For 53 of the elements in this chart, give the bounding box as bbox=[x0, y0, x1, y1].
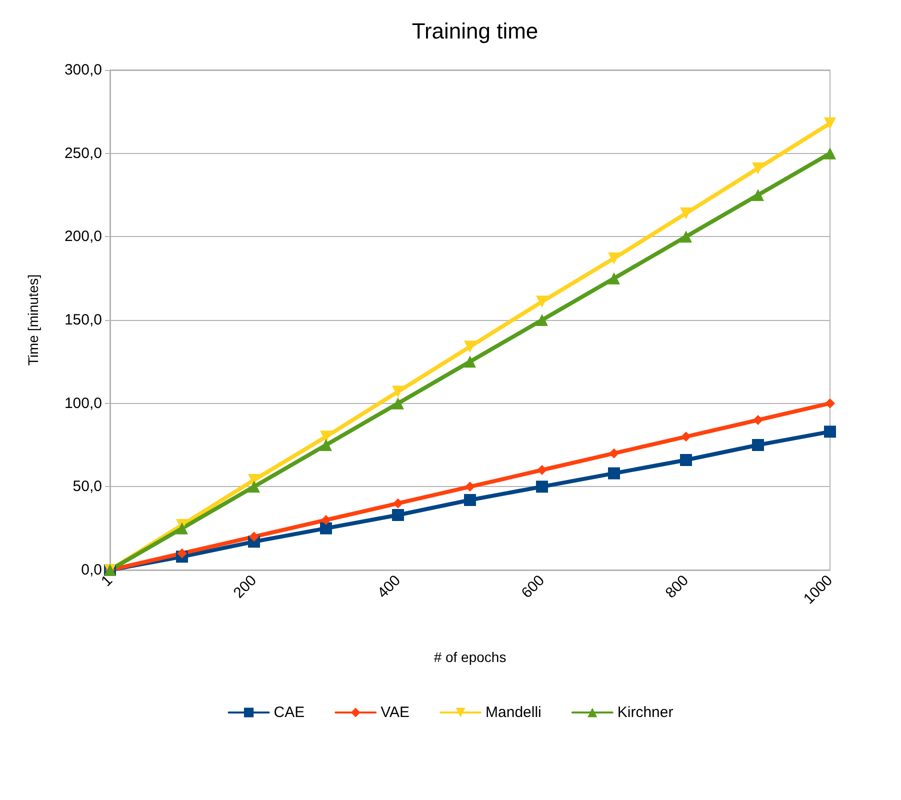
point bbox=[392, 397, 404, 410]
point bbox=[824, 147, 836, 160]
x-tick-label: 200 bbox=[230, 572, 260, 602]
point bbox=[824, 426, 836, 438]
point bbox=[536, 314, 548, 326]
point bbox=[249, 532, 259, 542]
point bbox=[393, 498, 403, 508]
point bbox=[609, 448, 619, 458]
point bbox=[753, 415, 763, 425]
x-tick-label: 800 bbox=[662, 572, 692, 602]
y-tick-label: 100,0 bbox=[64, 394, 102, 412]
point bbox=[752, 162, 764, 174]
point bbox=[320, 522, 332, 534]
y-tick-label: 0,0 bbox=[81, 562, 102, 578]
y-tick-label: 250,0 bbox=[64, 144, 102, 162]
chart-title: Training time bbox=[412, 18, 538, 44]
point bbox=[680, 207, 692, 220]
y-axis-title: Time [minutes] bbox=[25, 274, 41, 366]
point bbox=[681, 432, 691, 442]
point bbox=[464, 356, 476, 368]
point bbox=[752, 439, 764, 451]
point bbox=[536, 296, 548, 308]
point bbox=[824, 117, 836, 130]
x-tick-label: 400 bbox=[374, 572, 404, 602]
point bbox=[464, 340, 476, 353]
legend-label: CAE bbox=[274, 704, 305, 721]
y-tick-label: 50,0 bbox=[72, 478, 102, 496]
y-tick-label: 150,0 bbox=[64, 312, 102, 328]
point bbox=[537, 465, 547, 475]
point bbox=[536, 480, 548, 493]
point bbox=[464, 494, 476, 506]
point bbox=[465, 482, 475, 492]
point bbox=[608, 467, 620, 480]
y-tick-label: 300,0 bbox=[64, 62, 102, 78]
x-tick-label: 600 bbox=[518, 572, 548, 602]
point bbox=[680, 230, 692, 243]
x-axis-title: # of epochs bbox=[434, 649, 506, 665]
point bbox=[321, 515, 331, 525]
point bbox=[392, 509, 404, 521]
point bbox=[177, 548, 187, 558]
point bbox=[608, 252, 620, 264]
point bbox=[825, 398, 835, 408]
legend-label: VAE bbox=[380, 704, 410, 721]
point bbox=[608, 272, 620, 284]
point bbox=[176, 522, 188, 534]
legend-label: Mandelli bbox=[486, 704, 542, 721]
point bbox=[392, 386, 404, 398]
point bbox=[680, 454, 692, 466]
point bbox=[752, 189, 764, 201]
legend-label: Kirchner bbox=[617, 704, 674, 721]
point bbox=[320, 439, 332, 451]
y-tick-label: 200,0 bbox=[64, 228, 102, 246]
point bbox=[248, 480, 260, 493]
